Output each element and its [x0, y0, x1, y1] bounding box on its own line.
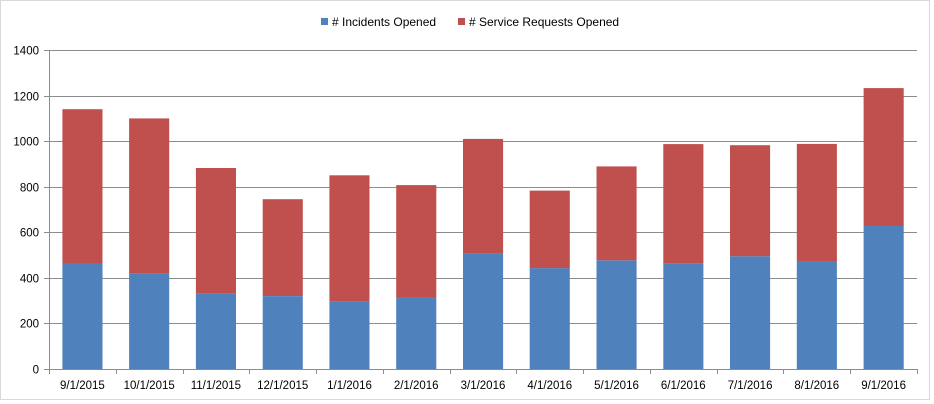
bar-service-requests — [195, 168, 236, 294]
bar-service-requests — [463, 138, 504, 254]
bar-service-requests — [529, 190, 570, 269]
legend: # Incidents Opened # Service Requests Ope… — [321, 15, 619, 29]
bar-incidents — [730, 256, 771, 369]
legend-swatch — [458, 18, 465, 25]
y-tick-label: 1200 — [13, 92, 39, 104]
bar-service-requests — [262, 199, 303, 296]
bar-incidents — [329, 301, 370, 369]
bar-incidents — [195, 293, 236, 369]
bar-service-requests — [396, 185, 437, 298]
y-tick-label: 800 — [20, 183, 39, 195]
x-tick-label: 1/1/2016 — [327, 380, 372, 392]
y-tick-label: 1000 — [13, 137, 39, 149]
y-tick-label: 0 — [33, 365, 39, 377]
bar-incidents — [463, 253, 504, 369]
bar-service-requests — [62, 109, 103, 263]
bar-incidents — [62, 263, 103, 369]
legend-label: # Service Requests Opened — [469, 15, 619, 29]
x-tick-label: 9/1/2016 — [861, 380, 906, 392]
y-tick-label: 1400 — [13, 46, 39, 58]
x-tick-label: 6/1/2016 — [661, 380, 706, 392]
x-tick-label: 7/1/2016 — [728, 380, 773, 392]
bar-service-requests — [663, 144, 704, 264]
x-tick-label: 8/1/2016 — [794, 380, 839, 392]
x-axis-tick-labels: 9/1/2015 10/1/2015 11/1/2015 12/1/2015 1/1/2… — [60, 380, 906, 392]
bars — [62, 88, 904, 369]
bar-incidents — [262, 296, 303, 369]
legend-label: # Incidents Opened — [332, 15, 436, 29]
bar-incidents — [663, 263, 704, 369]
x-tick-label: 11/1/2015 — [191, 380, 241, 392]
x-tick-label: 2/1/2016 — [394, 380, 439, 392]
x-tick-label: 4/1/2016 — [527, 380, 572, 392]
bar-service-requests — [730, 145, 771, 257]
bar-incidents — [863, 225, 904, 369]
axes — [44, 50, 918, 374]
x-tick-label: 3/1/2016 — [461, 380, 506, 392]
bar-incidents — [596, 260, 637, 369]
bar-incidents — [396, 297, 437, 369]
x-tick-label: 10/1/2015 — [124, 380, 175, 392]
x-tick-label: 12/1/2015 — [257, 380, 308, 392]
bar-incidents — [129, 273, 170, 369]
y-tick-label: 400 — [20, 274, 39, 286]
bar-service-requests — [596, 166, 637, 261]
bar-service-requests — [129, 118, 170, 274]
y-tick-label: 600 — [20, 228, 39, 240]
y-axis-tick-labels: 0 200 400 600 800 1000 1200 1400 — [13, 46, 39, 377]
bar-service-requests — [863, 88, 904, 226]
y-tick-label: 200 — [20, 319, 39, 331]
bar-service-requests — [329, 175, 370, 302]
bar-incidents — [529, 268, 570, 369]
bar-incidents — [796, 261, 837, 369]
legend-swatch — [321, 18, 328, 25]
x-tick-label: 9/1/2015 — [60, 380, 105, 392]
x-tick-label: 5/1/2016 — [594, 380, 639, 392]
bar-service-requests — [796, 143, 837, 262]
